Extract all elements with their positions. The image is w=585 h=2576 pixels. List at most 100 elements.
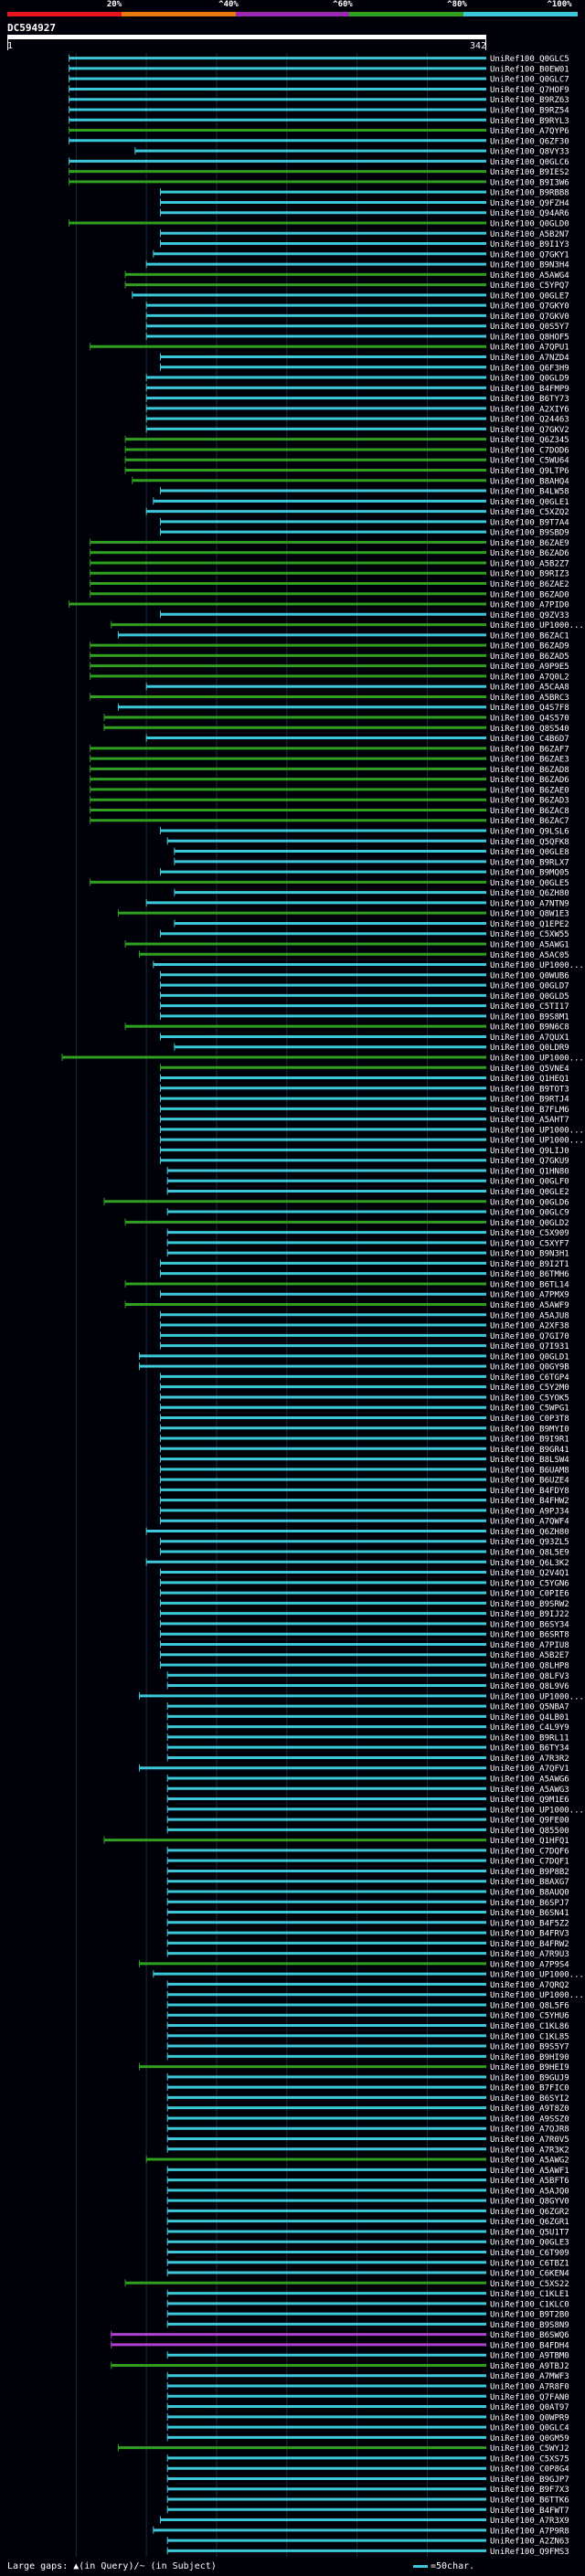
hit-label[interactable]: UniRef100_A7QYP6: [490, 127, 569, 136]
hit-label[interactable]: UniRef100_Q0GLD9: [490, 375, 569, 384]
hit-label[interactable]: UniRef100_Q6ZGR1: [490, 2218, 569, 2227]
hit-label[interactable]: UniRef100_A7R9U3: [490, 1950, 569, 1959]
hit-label[interactable]: UniRef100_Q0GLC9: [490, 1209, 569, 1218]
hit-label[interactable]: UniRef100_B6ZAE3: [490, 756, 569, 765]
hit-label[interactable]: UniRef100_A7R3X9: [490, 2517, 569, 2526]
hit-label[interactable]: UniRef100_C5XW55: [490, 930, 569, 939]
hit-label[interactable]: UniRef100_B4FDH4: [490, 2341, 569, 2350]
hit-label[interactable]: UniRef100_B9RIZ3: [490, 570, 569, 579]
hit-label[interactable]: UniRef100_A7NZD4: [490, 354, 569, 363]
hit-label[interactable]: UniRef100_Q0GLF0: [490, 1178, 569, 1187]
hit-label[interactable]: UniRef100_B6ZAD6: [490, 549, 569, 558]
hit-label[interactable]: UniRef100_UP1000...: [490, 1692, 584, 1701]
hit-label[interactable]: UniRef100_A2XF38: [490, 1322, 569, 1331]
hit-label[interactable]: UniRef100_Q5QFK8: [490, 838, 569, 847]
hit-label[interactable]: UniRef100_B9T2B0: [490, 2311, 569, 2320]
hit-label[interactable]: UniRef100_B6SN41: [490, 1909, 569, 1918]
hit-label[interactable]: UniRef100_B8AXG7: [490, 1878, 569, 1887]
hit-label[interactable]: UniRef100_C6TBZ1: [490, 2259, 569, 2268]
hit-label[interactable]: UniRef100_B8AUQ0: [490, 1888, 569, 1897]
hit-label[interactable]: UniRef100_Q9M1E6: [490, 1796, 569, 1805]
hit-label[interactable]: UniRef100_Q6F3H9: [490, 364, 569, 373]
hit-label[interactable]: UniRef100_Q9FMS3: [490, 2548, 569, 2557]
hit-label[interactable]: UniRef100_A7QPU1: [490, 344, 569, 353]
hit-label[interactable]: UniRef100_Q7FAN0: [490, 2393, 569, 2402]
hit-label[interactable]: UniRef100_B9SRW2: [490, 1600, 569, 1609]
hit-label[interactable]: UniRef100_C0PIE6: [490, 1590, 569, 1599]
hit-label[interactable]: UniRef100_UP1000...: [490, 1971, 584, 1980]
hit-label[interactable]: UniRef100_B9N3H4: [490, 261, 569, 270]
hit-label[interactable]: UniRef100_A7QUX1: [490, 1034, 569, 1043]
hit-label[interactable]: UniRef100_Q0S5Y7: [490, 323, 569, 332]
hit-label[interactable]: UniRef100_B9I9R1: [490, 1436, 569, 1445]
hit-label[interactable]: UniRef100_A9TBM0: [490, 2352, 569, 2361]
hit-label[interactable]: UniRef100_A7QRQ2: [490, 1981, 569, 1990]
hit-label[interactable]: UniRef100_A5AHT7: [490, 1116, 569, 1125]
hit-label[interactable]: UniRef100_Q0LDR9: [490, 1044, 569, 1053]
hit-label[interactable]: UniRef100_A9P9E5: [490, 663, 569, 672]
hit-label[interactable]: UniRef100_B6ZAD0: [490, 590, 569, 599]
hit-label[interactable]: UniRef100_B7FIC0: [490, 2084, 569, 2094]
hit-label[interactable]: UniRef100_A5AWF9: [490, 1301, 569, 1310]
hit-label[interactable]: UniRef100_Q0GY9B: [490, 1363, 569, 1373]
hit-label[interactable]: UniRef100_A5CAA8: [490, 684, 569, 693]
hit-label[interactable]: UniRef100_Q1HFQ1: [490, 1837, 569, 1846]
hit-label[interactable]: UniRef100_Q0GLE1: [490, 498, 569, 507]
hit-label[interactable]: UniRef100_B6ZAE9: [490, 539, 569, 548]
hit-label[interactable]: UniRef100_C7DQF6: [490, 1847, 569, 1856]
hit-label[interactable]: UniRef100_A9T8Z0: [490, 2104, 569, 2114]
hit-label[interactable]: UniRef100_A7PID0: [490, 601, 569, 610]
hit-label[interactable]: UniRef100_UP1000...: [490, 961, 584, 970]
hit-label[interactable]: UniRef100_Q8L5F6: [490, 2001, 569, 2010]
hit-label[interactable]: UniRef100_C1KLE1: [490, 2290, 569, 2299]
hit-label[interactable]: UniRef100_B9N3H1: [490, 1250, 569, 1259]
hit-label[interactable]: UniRef100_B9RZ63: [490, 96, 569, 105]
hit-label[interactable]: UniRef100_A7QFV1: [490, 1765, 569, 1774]
hit-label[interactable]: UniRef100_Q7GKV0: [490, 313, 569, 322]
hit-label[interactable]: UniRef100_Q0WUB6: [490, 971, 569, 981]
hit-label[interactable]: UniRef100_B6SWQ6: [490, 2331, 569, 2340]
hit-label[interactable]: UniRef100_Q0GLD1: [490, 1352, 569, 1362]
hit-label[interactable]: UniRef100_UP1000...: [490, 1126, 584, 1135]
hit-label[interactable]: UniRef100_B6ZAC8: [490, 807, 569, 816]
hit-label[interactable]: UniRef100_B9I1Y3: [490, 240, 569, 249]
hit-label[interactable]: UniRef100_Q0GLE5: [490, 879, 569, 888]
hit-label[interactable]: UniRef100_B9RYL3: [490, 117, 569, 126]
hit-label[interactable]: UniRef100_A7R3R2: [490, 1754, 569, 1764]
hit-label[interactable]: UniRef100_A7QWF4: [490, 1518, 569, 1527]
hit-label[interactable]: UniRef100_B9N6C8: [490, 1023, 569, 1033]
hit-label[interactable]: UniRef100_A9TBJ2: [490, 2362, 569, 2371]
hit-label[interactable]: UniRef100_B6TY73: [490, 395, 569, 404]
hit-label[interactable]: UniRef100_B9SBD9: [490, 529, 569, 538]
hit-label[interactable]: UniRef100_A5B2N7: [490, 230, 569, 239]
hit-label[interactable]: UniRef100_Q8HOF5: [490, 333, 569, 342]
hit-label[interactable]: UniRef100_C5YGN6: [490, 1579, 569, 1588]
hit-label[interactable]: UniRef100_Q5U1T7: [490, 2228, 569, 2237]
hit-label[interactable]: UniRef100_B6ZAE2: [490, 580, 569, 589]
hit-label[interactable]: UniRef100_B9F7X3: [490, 2486, 569, 2495]
hit-label[interactable]: UniRef100_C5XS75: [490, 2454, 569, 2464]
hit-label[interactable]: UniRef100_Q0GLD7: [490, 982, 569, 991]
hit-label[interactable]: UniRef100_B9S5Y7: [490, 2043, 569, 2052]
hit-label[interactable]: UniRef100_C6T909: [490, 2249, 569, 2258]
hit-label[interactable]: UniRef100_A9SSZ0: [490, 2115, 569, 2124]
hit-label[interactable]: UniRef100_B9MQ05: [490, 869, 569, 878]
hit-label[interactable]: UniRef100_Q0GLE8: [490, 848, 569, 857]
hit-label[interactable]: UniRef100_B6SY34: [490, 1620, 569, 1629]
hit-label[interactable]: UniRef100_C5Y2M0: [490, 1383, 569, 1393]
hit-label[interactable]: UniRef100_B8AHQ4: [490, 477, 569, 486]
hit-label[interactable]: UniRef100_C0P3T8: [490, 1415, 569, 1424]
hit-label[interactable]: UniRef100_Q0GLC4: [490, 2424, 569, 2433]
hit-label[interactable]: UniRef100_C5XYF7: [490, 1239, 569, 1248]
hit-label[interactable]: UniRef100_Q6L3K2: [490, 1559, 569, 1568]
hit-label[interactable]: UniRef100_Q9LTP6: [490, 467, 569, 476]
hit-label[interactable]: UniRef100_B6ZAD3: [490, 797, 569, 806]
hit-label[interactable]: UniRef100_Q4LB01: [490, 1713, 569, 1723]
hit-label[interactable]: UniRef100_A5BRC3: [490, 694, 569, 703]
hit-label[interactable]: UniRef100_A5AWG1: [490, 940, 569, 949]
hit-label[interactable]: UniRef100_C5WYJ2: [490, 2444, 569, 2454]
hit-label[interactable]: UniRef100_C5WPG1: [490, 1405, 569, 1414]
hit-label[interactable]: UniRef100_B9IES2: [490, 168, 569, 177]
hit-label[interactable]: UniRef100_C4L9Y9: [490, 1723, 569, 1733]
hit-label[interactable]: UniRef100_A5B2Z7: [490, 559, 569, 568]
